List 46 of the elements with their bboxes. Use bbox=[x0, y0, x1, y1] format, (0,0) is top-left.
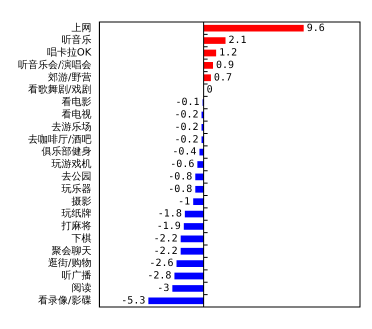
y-tick-label: 聚会聊天 bbox=[51, 244, 92, 257]
data-label: -2.6 bbox=[149, 258, 174, 270]
y-tick-label: 玩纸牌 bbox=[61, 208, 92, 220]
data-label: -2.8 bbox=[147, 270, 172, 282]
data-label: -3 bbox=[157, 283, 170, 294]
y-tick-label: 看电影 bbox=[61, 96, 92, 108]
y-tick-label: 打麻将 bbox=[60, 220, 92, 232]
data-label: 0.7 bbox=[214, 72, 232, 84]
data-label: -0.1 bbox=[175, 97, 200, 108]
data-label: -1 bbox=[178, 196, 190, 208]
y-tick-label: 去游乐场 bbox=[51, 120, 92, 133]
y-tick-label: 去咖啡厅/酒吧 bbox=[28, 133, 92, 146]
y-tick-label: 上网 bbox=[71, 22, 92, 34]
y-tick-label: 摄影 bbox=[71, 195, 92, 208]
data-label: -1.9 bbox=[156, 221, 181, 232]
y-tick-label: 唱卡拉OK bbox=[46, 46, 92, 59]
data-label: -0.8 bbox=[168, 184, 192, 195]
y-tick-label: 听音乐会/演唱会 bbox=[18, 58, 92, 71]
y-tick-label: 看录像/影碟 bbox=[38, 294, 92, 306]
data-label: -2.2 bbox=[154, 246, 178, 257]
data-label: 1.2 bbox=[219, 48, 238, 59]
y-tick-label: 郊游/野营 bbox=[48, 71, 92, 84]
y-tick-label: 玩游戏机 bbox=[51, 158, 92, 170]
data-label: -0.6 bbox=[170, 159, 194, 170]
y-tick-label: 阅读 bbox=[71, 282, 92, 294]
y-tick-label: 去公园 bbox=[61, 170, 92, 182]
data-label: -0.2 bbox=[174, 122, 199, 133]
data-label: 0.9 bbox=[216, 60, 234, 71]
y-tick-label: 看歌舞剧/戏剧 bbox=[28, 84, 92, 96]
y-tick-label: 俱乐部健身 bbox=[41, 146, 92, 158]
y-tick-label: 听音乐 bbox=[61, 34, 92, 46]
data-label: 2.1 bbox=[228, 35, 247, 46]
data-label: -1.8 bbox=[158, 208, 182, 220]
data-label: -0.8 bbox=[168, 171, 192, 182]
data-label: -0.2 bbox=[174, 110, 199, 121]
y-tick-label: 看电视 bbox=[61, 108, 92, 121]
data-label: 9.6 bbox=[306, 22, 325, 34]
data-label: -0.2 bbox=[174, 134, 199, 146]
y-tick-label: 玩乐器 bbox=[61, 182, 92, 195]
data-label: -0.4 bbox=[172, 146, 196, 158]
y-tick-label: 听广播 bbox=[61, 270, 92, 282]
data-label: -5.3 bbox=[121, 295, 146, 306]
data-label: 0 bbox=[206, 84, 213, 96]
y-tick-label: 下棋 bbox=[71, 232, 92, 244]
y-tick-label: 逛街/购物 bbox=[48, 257, 92, 270]
data-label: -2.2 bbox=[154, 233, 178, 244]
